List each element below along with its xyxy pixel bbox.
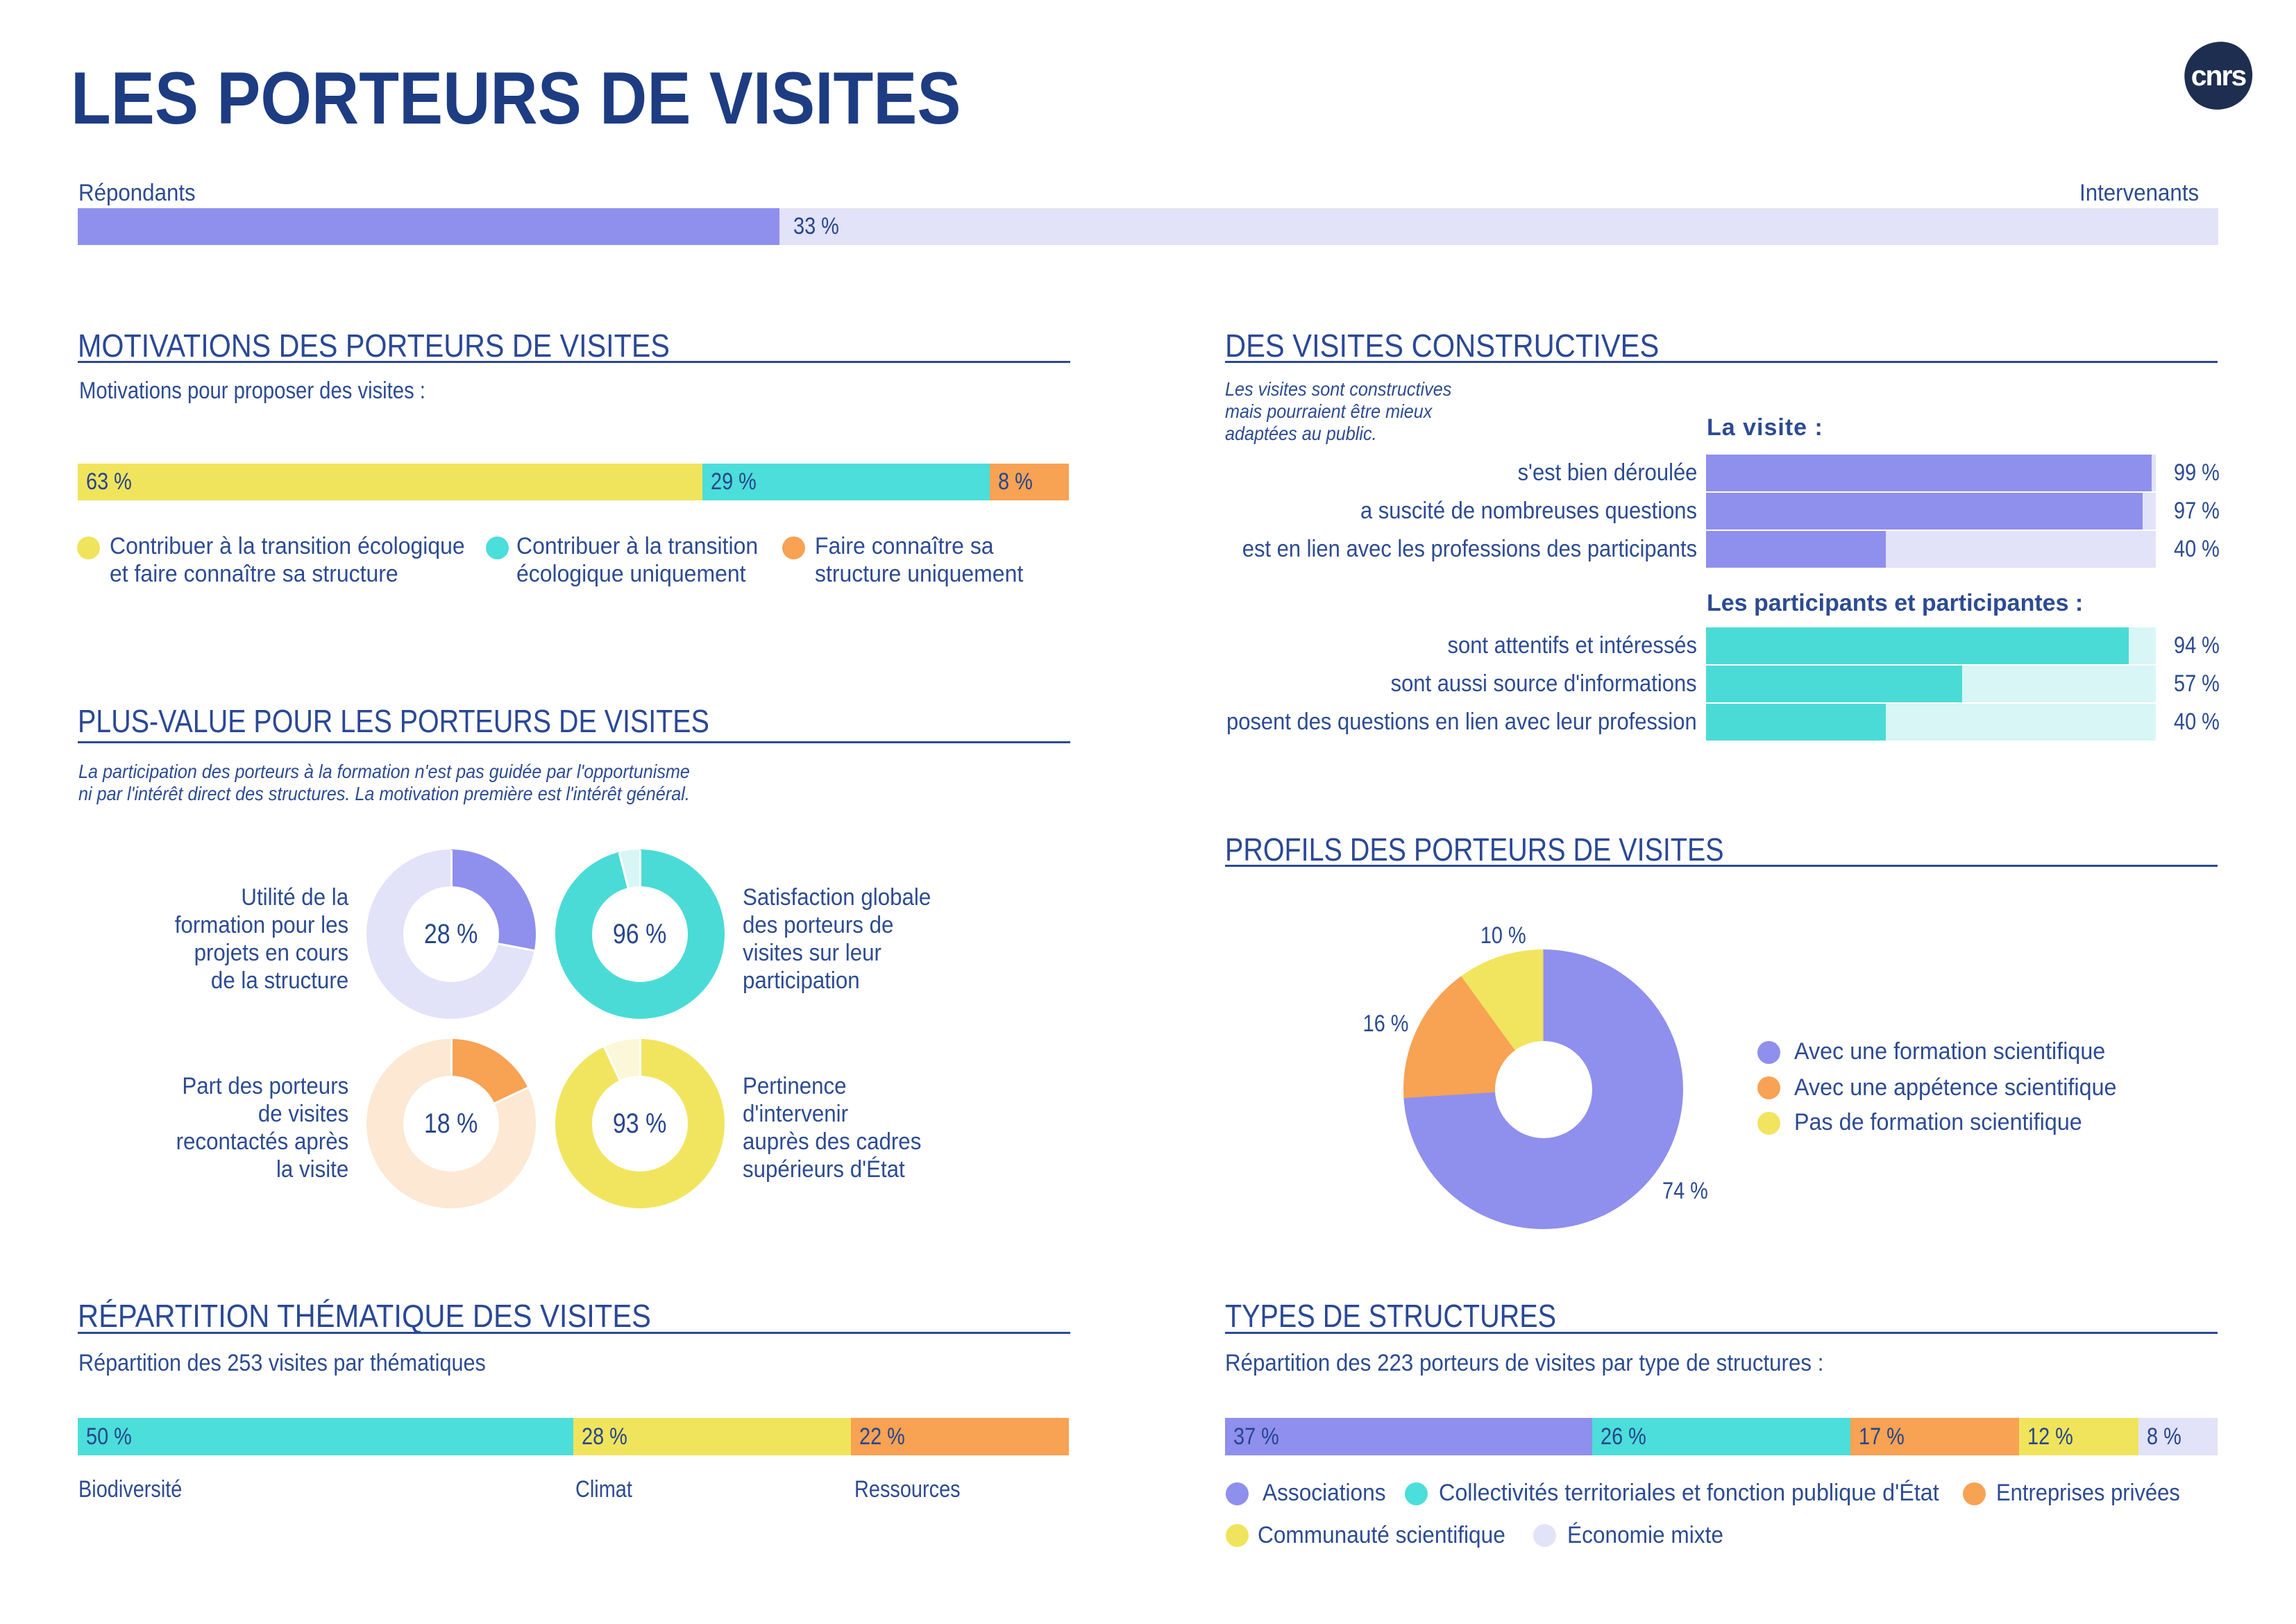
svg-text:cnrs: cnrs (2191, 60, 2247, 92)
